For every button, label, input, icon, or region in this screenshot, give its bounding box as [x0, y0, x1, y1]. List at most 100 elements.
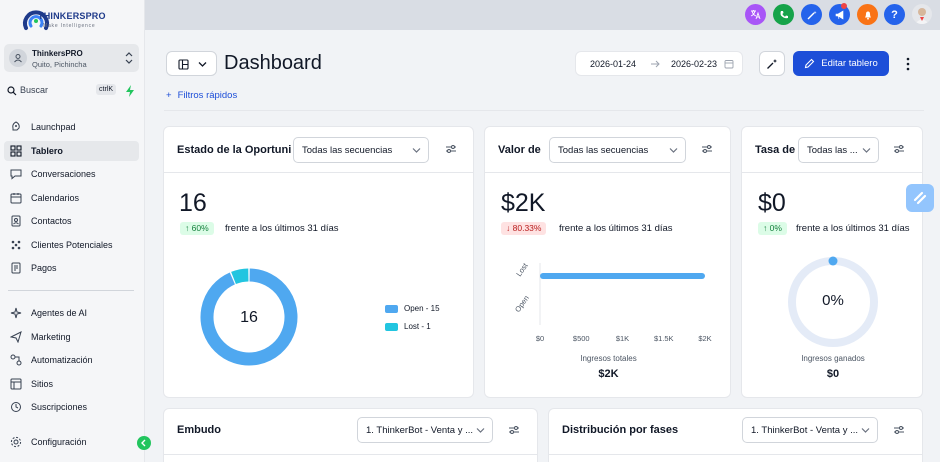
- conversion-value: $0: [758, 189, 786, 217]
- search-bar[interactable]: Buscar ctrlK: [4, 82, 116, 100]
- notifications-button[interactable]: [857, 4, 878, 25]
- sliders-icon[interactable]: [445, 143, 457, 155]
- select-value: 1. ThinkerBot - Venta y ...: [751, 425, 859, 436]
- sidebar-item-configuracion[interactable]: Configuración: [4, 432, 139, 452]
- sidebar-item-label: Conversaciones: [31, 169, 96, 179]
- opportunity-count: 16: [179, 189, 207, 217]
- sidebar-item-tablero[interactable]: Tablero: [4, 141, 139, 161]
- more-options-icon[interactable]: [902, 56, 914, 72]
- arrow-right-icon: [651, 60, 660, 68]
- bolt-icon[interactable]: [124, 84, 136, 98]
- contacts-icon: [11, 215, 21, 227]
- card-title: Estado de la Oportunidad: [177, 144, 291, 156]
- bar-lost[interactable]: [540, 273, 705, 279]
- pencil-icon: [805, 58, 815, 69]
- sidebar-item-pagos[interactable]: Pagos: [4, 258, 139, 278]
- sites-icon: [10, 378, 22, 390]
- brand-name: THINKERSPRO: [38, 11, 106, 21]
- arrow-up-icon: ↑: [763, 223, 768, 233]
- calendar-icon: [10, 193, 22, 204]
- floating-assistant-button[interactable]: [906, 184, 934, 212]
- sidebar-item-conversaciones[interactable]: Conversaciones: [4, 164, 139, 184]
- change-value: 0%: [769, 223, 782, 233]
- magic-button[interactable]: [801, 4, 822, 25]
- legend-open[interactable]: Open - 15: [385, 304, 440, 313]
- account-switcher[interactable]: ThinkersPRO Quito, Pichincha: [4, 44, 139, 72]
- sidebar-item-automatizacion[interactable]: Automatización: [4, 350, 139, 370]
- brand-logo[interactable]: [20, 6, 130, 36]
- sidebar-item-contactos[interactable]: Contactos: [4, 211, 139, 231]
- account-avatar: [9, 49, 27, 67]
- announcements-button[interactable]: [829, 4, 850, 25]
- sidebar-item-clientes-potenciales[interactable]: Clientes Potenciales: [4, 235, 139, 255]
- total-revenue-value: $2K: [598, 368, 619, 380]
- phone-button[interactable]: [773, 4, 794, 25]
- card-header: Tasa de conversión Todas las ...: [742, 127, 922, 173]
- sliders-icon[interactable]: [893, 424, 905, 436]
- bell-icon: [864, 11, 871, 20]
- change-badge: ↑ 60%: [180, 222, 214, 235]
- calendar-icon: [724, 60, 734, 69]
- card-title: Valor de Oportunidades: [498, 144, 544, 156]
- sequence-select[interactable]: Todas las secuencias: [293, 137, 429, 163]
- magic-wand-icon: [767, 58, 777, 69]
- translate-button[interactable]: [745, 4, 766, 25]
- sidebar-item-suscripciones[interactable]: Suscripciones: [4, 397, 139, 417]
- change-value: 60%: [191, 223, 209, 233]
- sidebar-item-label: Calendarios: [31, 193, 80, 203]
- sidebar-item-label: Automatización: [31, 355, 93, 365]
- chevron-down-icon: [198, 62, 207, 67]
- pipeline-select[interactable]: 1. ThinkerBot - Venta y ...: [357, 417, 493, 443]
- sidebar-item-sitios[interactable]: Sitios: [4, 374, 139, 394]
- legend-lost[interactable]: Lost - 1: [385, 322, 431, 331]
- sidebar-item-marketing[interactable]: Marketing: [4, 327, 139, 347]
- sidebar-divider: [8, 290, 134, 291]
- collapse-sidebar-button[interactable]: [137, 436, 151, 450]
- quick-filters-link[interactable]: + Filtros rápidos: [166, 90, 237, 101]
- automation-icon: [10, 354, 22, 366]
- card-header: Estado de la Oportunidad Todas las secue…: [164, 127, 473, 173]
- sequence-select[interactable]: Todas las ...: [798, 137, 879, 163]
- donut-center-label: 16: [240, 309, 258, 326]
- sliders-icon[interactable]: [508, 424, 520, 436]
- sidebar-item-launchpad[interactable]: Launchpad: [4, 117, 139, 137]
- date-range-picker[interactable]: 2026-01-24 2026-02-23: [575, 51, 743, 76]
- sidebar-item-label: Pagos: [31, 263, 57, 273]
- settings-icon: [10, 436, 22, 448]
- sliders-icon[interactable]: [893, 143, 905, 155]
- pipeline-select[interactable]: 1. ThinkerBot - Venta y ...: [742, 417, 878, 443]
- sidebar-item-agentes-ai[interactable]: Agentes de AI: [4, 303, 139, 323]
- card-header: Valor de Oportunidades Todas las secuenc…: [485, 127, 730, 173]
- sidebar-item-label: Contactos: [31, 216, 72, 226]
- ai-insights-button[interactable]: [759, 51, 785, 76]
- card-title: Tasa de conversión: [755, 144, 795, 156]
- account-name: ThinkersPRO: [32, 49, 83, 58]
- chevron-down-icon: [476, 428, 485, 433]
- conversion-rate-card: Tasa de conversión Todas las ... $0 ↑ 0%…: [741, 126, 923, 398]
- legend-label: Open - 15: [404, 304, 440, 313]
- card-header: Embudo 1. ThinkerBot - Venta y ...: [164, 409, 537, 455]
- sliders-icon[interactable]: [701, 143, 713, 155]
- total-revenue-label: Ingresos totales: [580, 354, 637, 363]
- edit-dashboard-button[interactable]: Editar tablero: [793, 51, 889, 76]
- help-button[interactable]: ?: [884, 4, 905, 25]
- donut-slice-open[interactable]: [200, 268, 298, 366]
- magic-wand-icon: [807, 10, 817, 19]
- user-avatar[interactable]: [912, 4, 932, 24]
- sequence-select[interactable]: Todas las secuencias: [549, 137, 686, 163]
- brand-tagline: Make Intelligence: [43, 23, 96, 29]
- change-badge: ↑ 0%: [758, 222, 787, 235]
- y-tick-label: Open: [513, 294, 531, 314]
- change-badge: ↓ 80.33%: [501, 222, 547, 235]
- user-photo-icon: [915, 8, 929, 24]
- payments-icon: [11, 262, 21, 274]
- conversion-gauge: [788, 256, 878, 347]
- sidebar-item-calendarios[interactable]: Calendarios: [4, 188, 139, 208]
- legend-swatch: [385, 322, 398, 331]
- layout-toggle-button[interactable]: [166, 51, 217, 76]
- gauge-indicator: [828, 256, 838, 266]
- marketing-icon: [10, 331, 22, 343]
- select-value: Todas las ...: [807, 145, 858, 156]
- assistant-icon: [913, 191, 927, 205]
- donut-slice-lost[interactable]: [231, 268, 249, 285]
